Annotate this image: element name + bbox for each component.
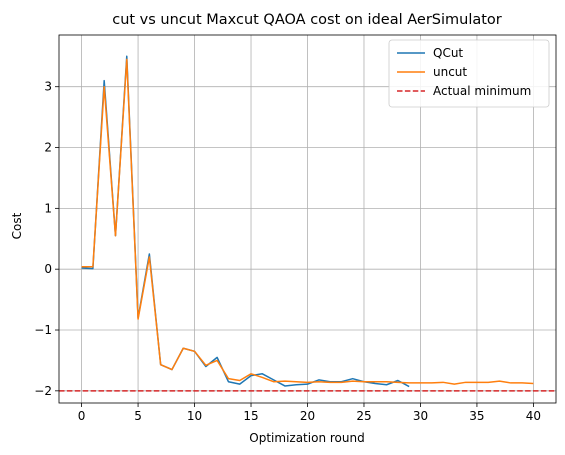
x-tick-label: 40 <box>526 409 541 423</box>
x-tick-label: 20 <box>300 409 315 423</box>
y-tick-label: 1 <box>44 201 52 215</box>
x-tick-label: 25 <box>356 409 371 423</box>
x-tick-label: 5 <box>134 409 142 423</box>
x-tick-label: 30 <box>413 409 428 423</box>
y-tick-label: 3 <box>44 80 52 94</box>
legend-label: uncut <box>433 65 467 79</box>
legend-box <box>388 39 550 108</box>
legend: QCut uncut Actual minimum <box>388 39 550 108</box>
y-tick-label: 2 <box>44 141 52 155</box>
x-tick-label: 35 <box>469 409 484 423</box>
x-tick-label: 0 <box>78 409 86 423</box>
series-line-qcut <box>81 55 410 388</box>
series-line-uncut <box>81 58 534 385</box>
legend-label: Actual minimum <box>433 84 531 98</box>
series-layer <box>81 55 534 388</box>
x-axis-label: Optimization round <box>249 431 364 445</box>
y-axis-ticks: −2 −1 0 1 2 3 <box>34 80 59 398</box>
grid <box>59 35 556 403</box>
y-tick-label: −2 <box>34 384 52 398</box>
y-tick-label: −1 <box>34 323 52 337</box>
x-tick-label: 10 <box>187 409 202 423</box>
legend-label: QCut <box>433 46 463 60</box>
y-tick-label: 0 <box>44 262 52 276</box>
x-tick-label: 15 <box>243 409 258 423</box>
y-axis-label: Cost <box>10 212 24 239</box>
x-axis-ticks: 0 5 10 15 20 25 30 35 40 <box>78 403 541 423</box>
chart-title: cut vs uncut Maxcut QAOA cost on ideal A… <box>112 12 502 28</box>
